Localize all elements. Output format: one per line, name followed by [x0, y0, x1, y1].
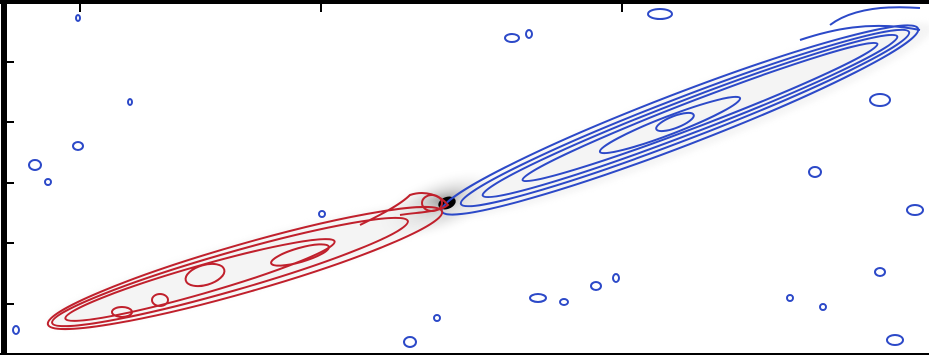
page — [0, 0, 929, 355]
contour-map — [0, 0, 929, 355]
